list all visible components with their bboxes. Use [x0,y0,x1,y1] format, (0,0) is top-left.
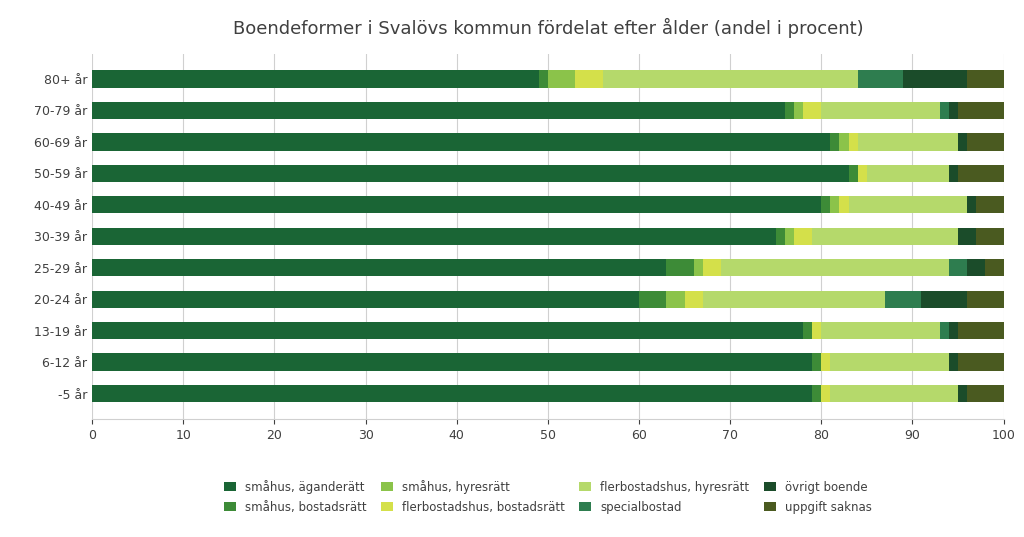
Bar [693,259,702,277]
Bar [575,70,602,88]
Bar [967,291,1004,308]
Bar [821,353,830,371]
Bar [812,322,821,339]
Bar [830,196,840,214]
Bar [958,385,967,402]
Bar [539,70,548,88]
Bar [967,70,1004,88]
Bar [92,70,539,88]
Bar [949,353,958,371]
Bar [684,291,702,308]
Bar [949,259,967,277]
Bar [821,196,830,214]
Bar [830,353,949,371]
Bar [548,70,575,88]
Bar [858,133,958,150]
Bar [92,102,784,119]
Bar [821,322,940,339]
Bar [903,70,967,88]
Bar [858,165,866,182]
Bar [958,102,1004,119]
Bar [784,102,794,119]
Bar [967,196,976,214]
Bar [976,228,1004,245]
Bar [812,228,957,245]
Bar [949,165,958,182]
Bar [812,385,821,402]
Bar [721,259,949,277]
Bar [92,385,812,402]
Bar [92,353,812,371]
Bar [976,196,1004,214]
Bar [985,259,1004,277]
Bar [958,165,1004,182]
Bar [92,196,821,214]
Bar [812,353,821,371]
Bar [821,102,940,119]
Bar [840,133,849,150]
Bar [92,228,776,245]
Bar [849,196,967,214]
Bar [821,385,830,402]
Bar [92,165,849,182]
Bar [794,228,812,245]
Bar [776,228,784,245]
Bar [958,353,1004,371]
Bar [92,322,803,339]
Bar [967,259,985,277]
Bar [840,196,849,214]
Legend: småhus, äganderätt, småhus, bostadsrätt, småhus, hyresrätt, flerbostadshus, bost: småhus, äganderätt, småhus, bostadsrätt,… [224,480,871,513]
Bar [92,291,639,308]
Title: Boendeformer i Svalövs kommun fördelat efter ålder (andel i procent): Boendeformer i Svalövs kommun fördelat e… [232,18,863,38]
Bar [866,165,949,182]
Bar [949,322,958,339]
Bar [849,165,858,182]
Bar [667,291,684,308]
Bar [602,70,858,88]
Bar [940,322,949,339]
Bar [702,259,721,277]
Bar [858,70,903,88]
Bar [702,291,885,308]
Bar [958,133,967,150]
Bar [949,102,958,119]
Bar [885,291,922,308]
Bar [639,291,667,308]
Bar [830,385,958,402]
Bar [92,259,667,277]
Bar [794,102,803,119]
Bar [967,133,1004,150]
Bar [922,291,967,308]
Bar [940,102,949,119]
Bar [784,228,794,245]
Bar [967,385,1004,402]
Bar [830,133,840,150]
Bar [849,133,858,150]
Bar [958,322,1004,339]
Bar [803,102,821,119]
Bar [92,133,830,150]
Bar [958,228,976,245]
Bar [667,259,693,277]
Bar [803,322,812,339]
